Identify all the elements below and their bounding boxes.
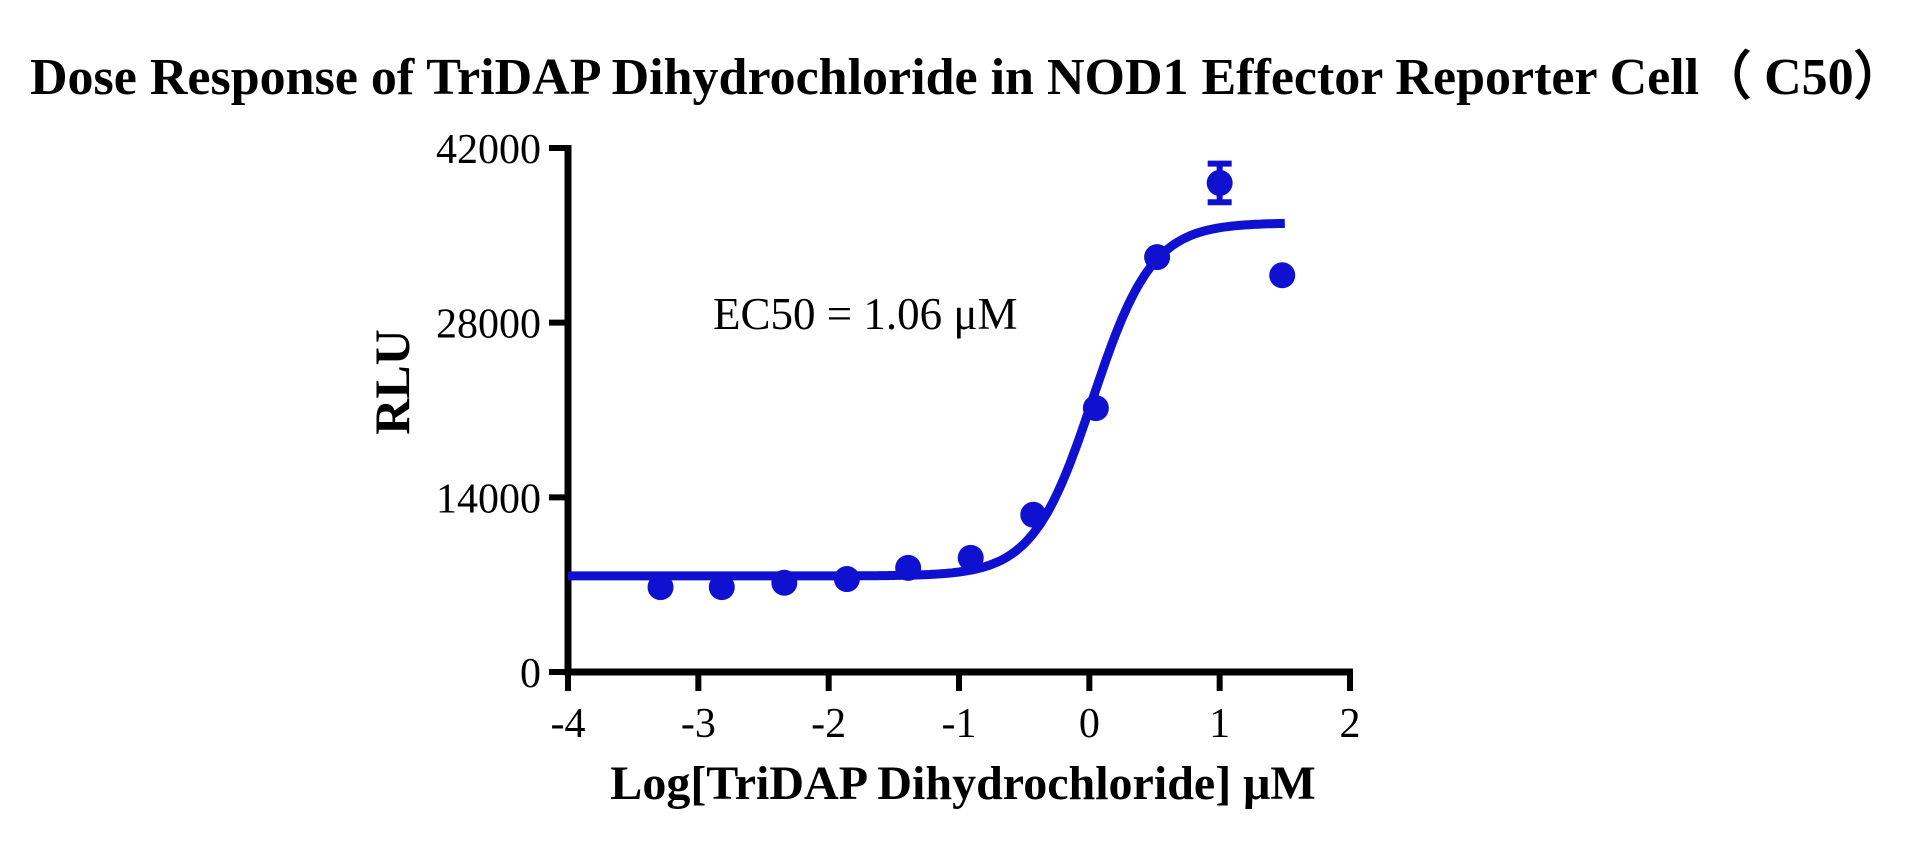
x-axis-title: Log[TriDAP Dihydrochloride] μM — [610, 757, 1316, 810]
y-tick-label-2: 28000 — [436, 302, 541, 348]
x-tick-label-3: -1 — [942, 701, 977, 747]
chart-title: Dose Response of TriDAP Dihydrochloride … — [30, 49, 1906, 106]
data-point-9 — [1206, 169, 1233, 196]
data-point-10 — [1269, 262, 1296, 289]
x-tick-label-2: -2 — [811, 701, 846, 747]
data-point-2 — [771, 569, 798, 596]
x-tick-label-1: -3 — [681, 701, 716, 747]
data-point-7 — [1082, 395, 1109, 422]
x-tick-label-0: -4 — [551, 701, 586, 747]
x-tick-label-5: 1 — [1209, 701, 1230, 747]
x-tick-label-6: 2 — [1340, 701, 1361, 747]
data-point-8 — [1144, 244, 1171, 271]
data-point-4 — [895, 554, 922, 581]
y-tick-label-1: 14000 — [436, 476, 541, 522]
fit-curve-line — [568, 218, 1285, 581]
data-point-1 — [708, 574, 735, 601]
data-point-6 — [1020, 501, 1047, 528]
data-point-0 — [647, 574, 674, 601]
data-point-3 — [833, 566, 860, 593]
x-tick-label-4: 0 — [1079, 701, 1100, 747]
data-point-5 — [957, 544, 984, 571]
y-tick-label-3: 42000 — [436, 127, 541, 173]
ec50-annotation: EC50 = 1.06 μM — [713, 289, 1018, 339]
y-tick-label-0: 0 — [520, 651, 541, 697]
